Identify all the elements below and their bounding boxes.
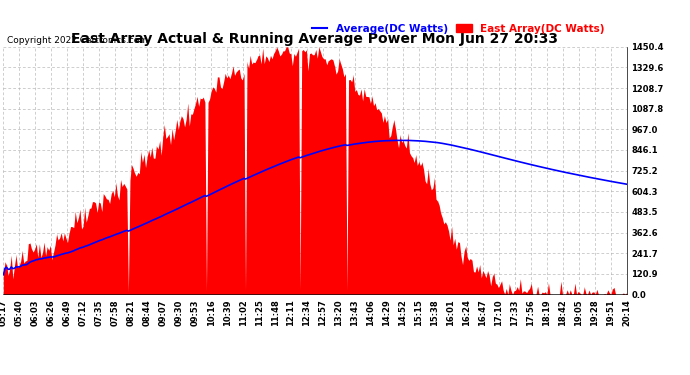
Legend: Average(DC Watts), East Array(DC Watts): Average(DC Watts), East Array(DC Watts) [308,20,609,38]
Title: East Array Actual & Running Average Power Mon Jun 27 20:33: East Array Actual & Running Average Powe… [72,32,558,46]
Text: Copyright 2022 Cartronics.com: Copyright 2022 Cartronics.com [7,36,148,45]
